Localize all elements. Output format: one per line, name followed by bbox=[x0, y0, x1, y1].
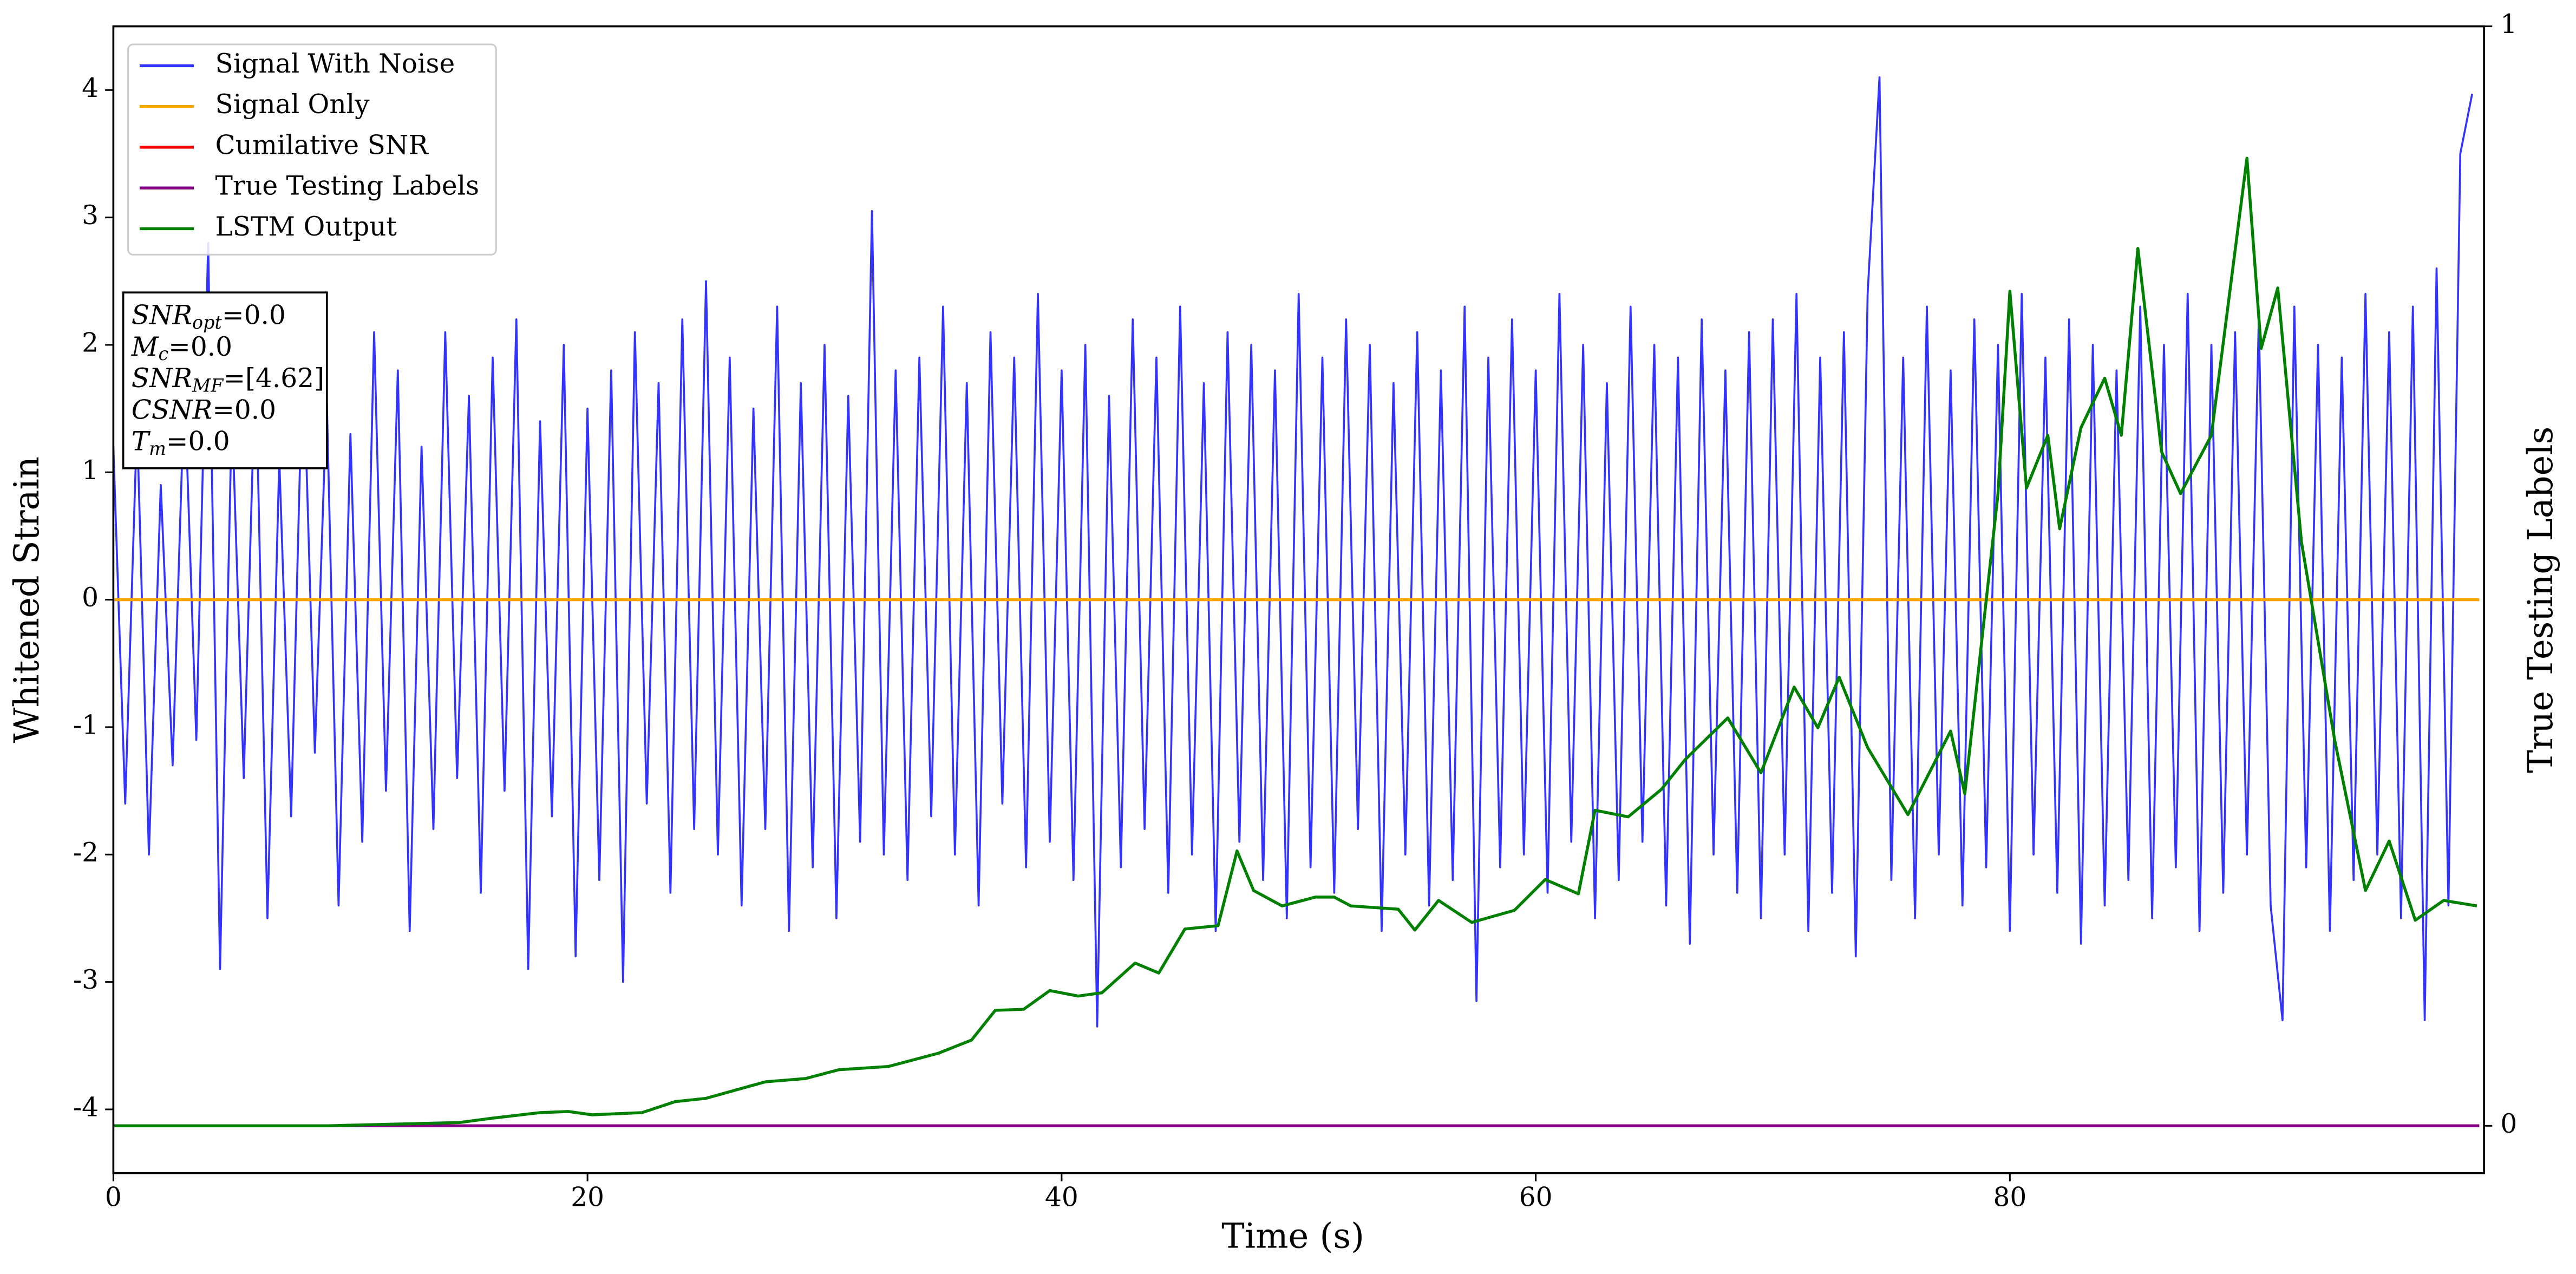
annotation-subscript: opt bbox=[192, 312, 222, 333]
y-tick-label: 2 bbox=[82, 328, 99, 358]
annotation-text: SNRMF=[4.62] bbox=[132, 363, 324, 396]
y-tick-label: -3 bbox=[73, 965, 99, 995]
annotation-symbol: T bbox=[132, 426, 151, 456]
y-tick-label: 0 bbox=[82, 583, 99, 613]
annotation-subscript: c bbox=[158, 343, 168, 364]
annotation-value: =[4.62] bbox=[223, 363, 324, 394]
annotation-box bbox=[122, 291, 328, 469]
legend-label: Signal With Noise bbox=[215, 49, 455, 79]
series-line bbox=[112, 76, 2473, 1028]
legend-box bbox=[127, 43, 497, 256]
y-axis-label: Whitened Strain bbox=[7, 456, 47, 743]
annotation-text: SNRopt=0.0 bbox=[132, 300, 286, 333]
plot-frame bbox=[112, 25, 2485, 1174]
y-tick-label: 1 bbox=[82, 455, 99, 486]
y2-axis-label: True Testing Labels bbox=[2521, 427, 2561, 773]
y2-tick-label: 0 bbox=[2500, 1109, 2517, 1139]
y-tick-label: -4 bbox=[73, 1092, 99, 1122]
y2-tick-label: 1 bbox=[2500, 9, 2517, 40]
y-tick-label: 3 bbox=[82, 200, 99, 231]
annotation-value: =0.0 bbox=[168, 331, 232, 362]
x-axis-label: Time (s) bbox=[1221, 1217, 1364, 1257]
y-tick-label: 4 bbox=[82, 73, 99, 103]
y-tick-label: -1 bbox=[73, 710, 99, 740]
annotation-symbol: SNR bbox=[132, 300, 192, 330]
annotation-value: =0.0 bbox=[166, 426, 230, 456]
annotation-symbol: SNR bbox=[132, 363, 192, 394]
series-line bbox=[113, 156, 2477, 1128]
x-tick-label: 40 bbox=[1045, 1182, 1078, 1213]
x-tick-label: 0 bbox=[105, 1182, 122, 1213]
legend-label: Cumilative SNR bbox=[215, 130, 429, 160]
annotation-text: Tm=0.0 bbox=[132, 426, 230, 459]
legend-label: True Testing Labels bbox=[215, 171, 480, 201]
x-tick-label: 20 bbox=[571, 1182, 604, 1213]
legend-label: LSTM Output bbox=[215, 212, 397, 242]
annotation-symbol: CSNR bbox=[132, 395, 212, 425]
annotation-subscript: m bbox=[149, 438, 166, 459]
annotation-symbol: M bbox=[131, 331, 159, 362]
x-tick-label: 60 bbox=[1519, 1182, 1553, 1213]
y-tick-label: -2 bbox=[73, 838, 99, 868]
annotation-subscript: MF bbox=[192, 375, 224, 396]
annotation-text: Mc=0.0 bbox=[131, 331, 232, 364]
legend-label: Signal Only bbox=[215, 89, 370, 120]
annotation-value: =0.0 bbox=[222, 300, 286, 330]
x-tick-label: 80 bbox=[1993, 1182, 2026, 1213]
annotation-value: =0.0 bbox=[212, 395, 276, 425]
annotation-text: CSNR=0.0 bbox=[132, 395, 276, 425]
